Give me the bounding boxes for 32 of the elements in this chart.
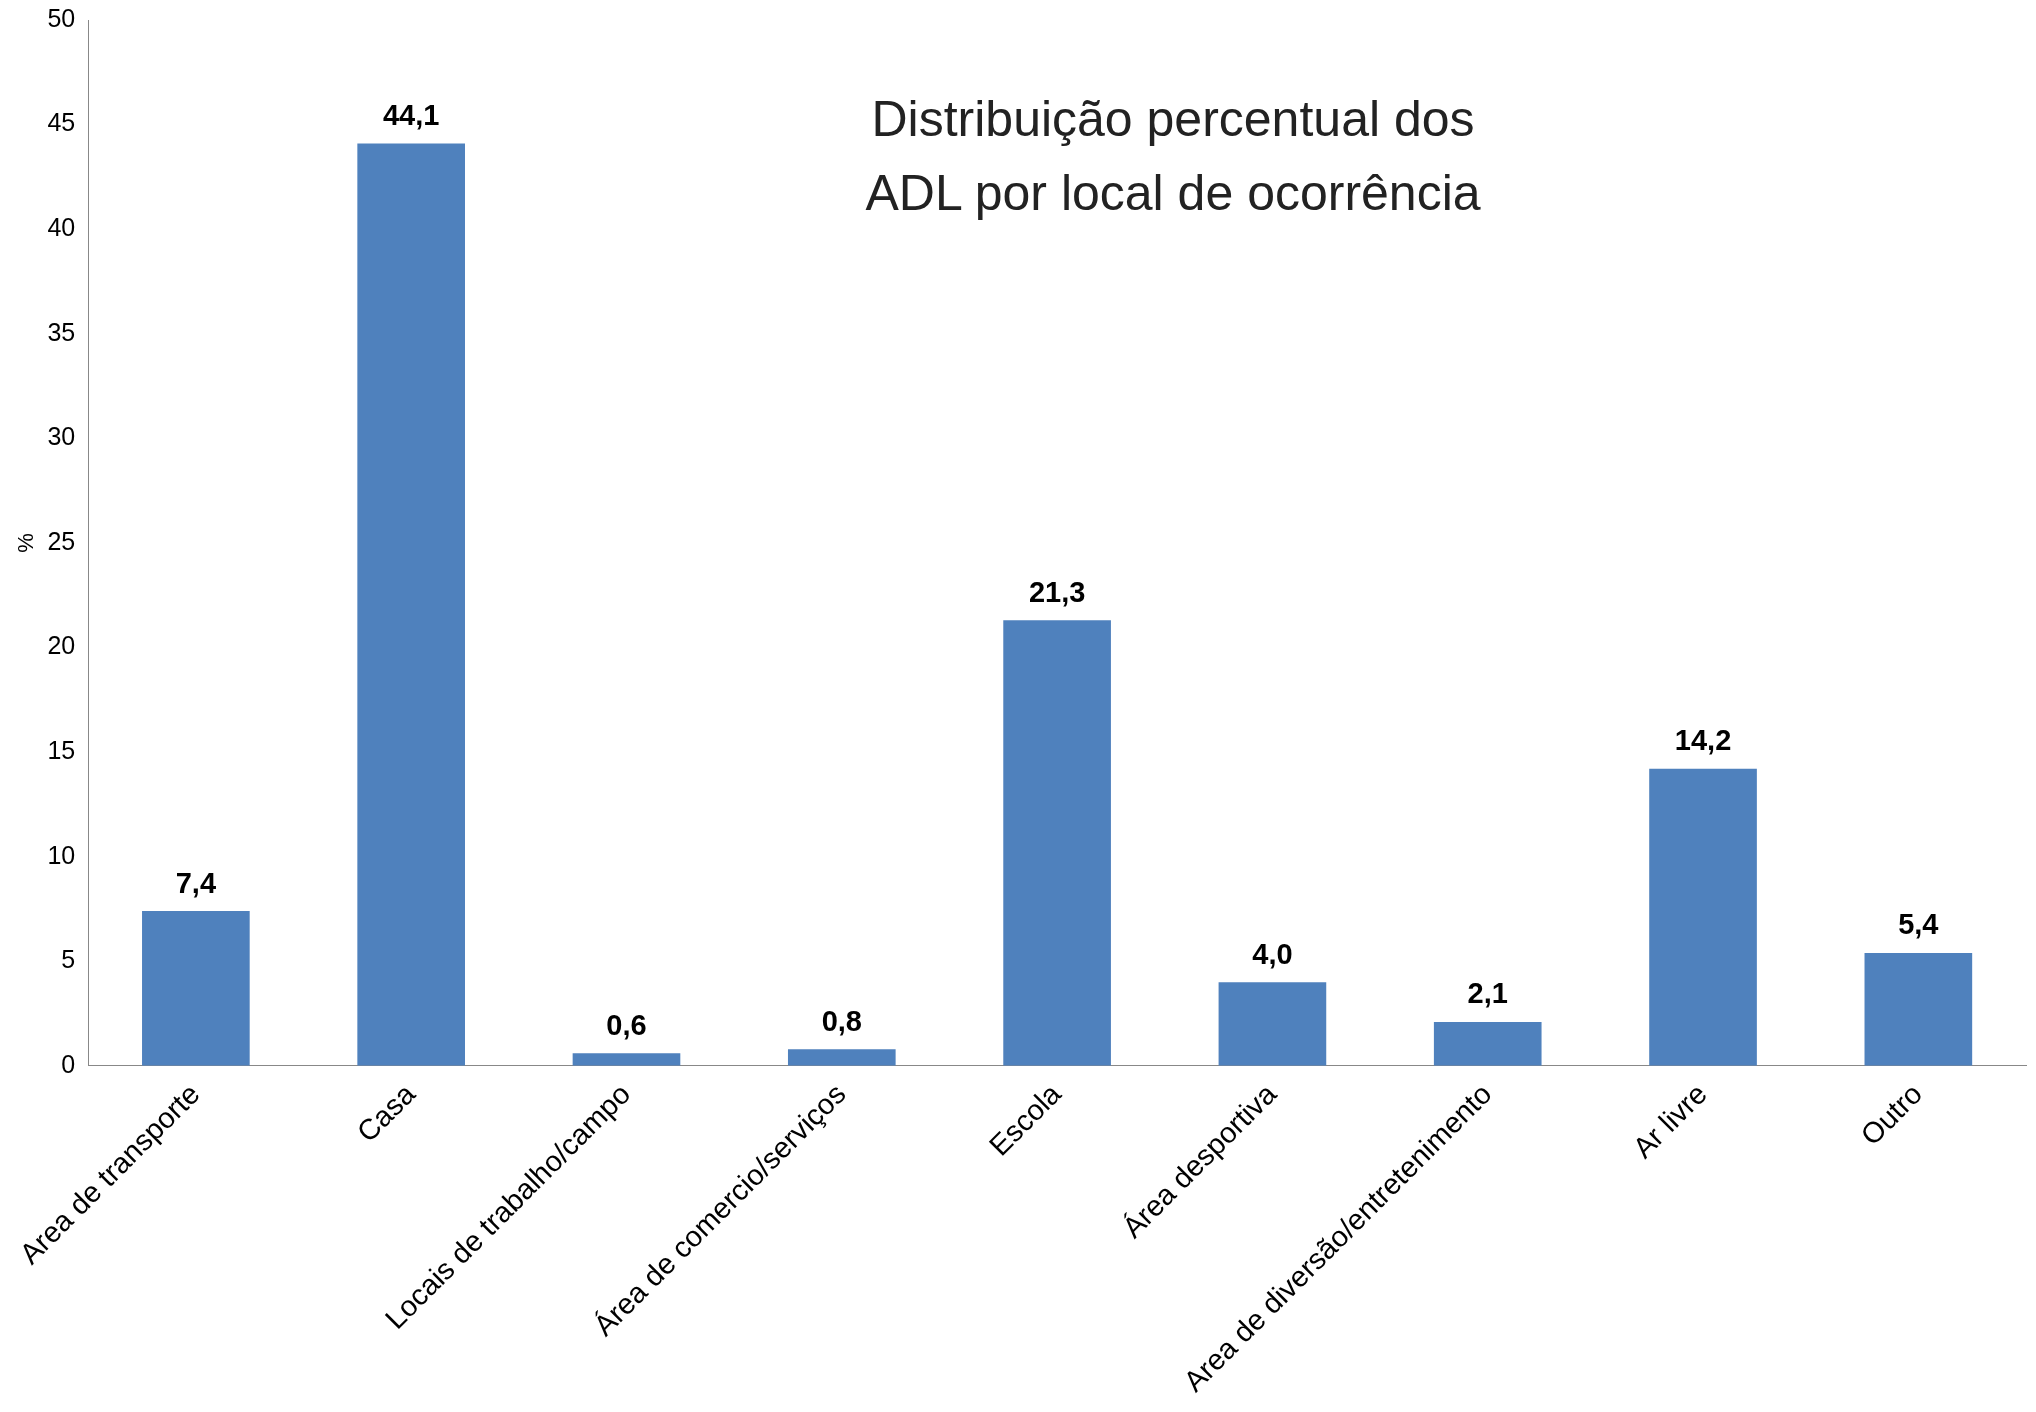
bar: [787, 1049, 896, 1066]
y-tick-label: 25: [47, 526, 76, 555]
text: Distribuição percentual dos ADL por local de ocorrência: [865, 90, 1481, 221]
data-label: 4,0: [1252, 937, 1293, 970]
y-tick-label: 45: [47, 108, 76, 137]
y-tick-label: 35: [47, 317, 76, 346]
y-tick-label: 40: [47, 213, 76, 242]
bar: [1218, 982, 1327, 1066]
bar: [1864, 952, 1973, 1066]
data-label: 7,4: [175, 866, 217, 899]
data-label: 44,1: [382, 98, 440, 131]
bar: [357, 143, 465, 1066]
y-tick-label: 10: [47, 840, 76, 869]
y-tick-label: 50: [47, 3, 76, 32]
bar: [1433, 1021, 1542, 1066]
data-label: 2,1: [1467, 977, 1508, 1010]
y-axis-title: %: [13, 533, 39, 553]
bar: [1649, 768, 1757, 1066]
data-label: 5,4: [1898, 908, 1939, 941]
y-tick-label: 5: [61, 945, 76, 974]
data-label: 14,2: [1674, 724, 1732, 757]
data-label: 0,6: [606, 1008, 647, 1041]
y-tick-label: 15: [47, 736, 76, 764]
bar: [572, 1053, 681, 1066]
data-label: 0,8: [821, 1004, 862, 1037]
bar: [1003, 620, 1111, 1066]
y-tick-label: 30: [47, 422, 76, 451]
x-tick-label: Ar livre: [1626, 1077, 1713, 1164]
y-tick-label: 20: [47, 631, 76, 660]
bar: [142, 911, 250, 1066]
data-label: 21,3: [1028, 575, 1086, 608]
y-tick-label: 0: [61, 1049, 76, 1078]
